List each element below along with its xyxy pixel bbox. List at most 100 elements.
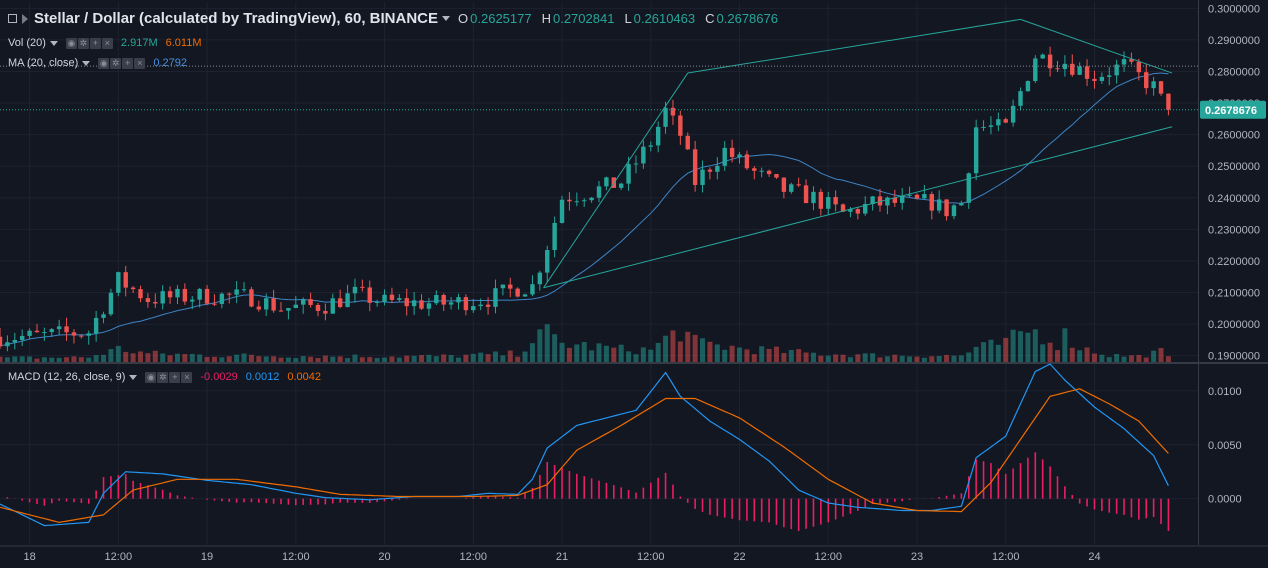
price-tick-label: 0.2900000 bbox=[1208, 35, 1260, 47]
signal-line bbox=[0, 388, 1169, 524]
volume-bar bbox=[995, 344, 1001, 362]
volume-bar bbox=[722, 349, 728, 362]
volume-bar bbox=[145, 353, 151, 362]
settings-icon[interactable]: ✲ bbox=[77, 37, 89, 49]
candle-body bbox=[537, 272, 543, 285]
candle-body bbox=[789, 184, 794, 192]
volume-bar bbox=[41, 357, 47, 362]
candle-body bbox=[1121, 59, 1127, 65]
remove-icon[interactable]: × bbox=[101, 37, 113, 49]
candle-body bbox=[352, 286, 358, 294]
candle-body bbox=[204, 288, 210, 304]
candle-body bbox=[922, 194, 927, 199]
candle-body bbox=[138, 289, 143, 299]
add-icon[interactable]: + bbox=[169, 371, 181, 383]
trend-line bbox=[543, 126, 1173, 289]
price-tick-label: 0.2600000 bbox=[1208, 130, 1260, 142]
candle-body bbox=[1055, 68, 1060, 70]
macd-dropdown-icon[interactable] bbox=[129, 374, 138, 380]
settings-icon[interactable]: ✲ bbox=[110, 57, 122, 69]
remove-icon[interactable]: × bbox=[134, 57, 146, 69]
macd-tick-label: 0.0000 bbox=[1208, 494, 1242, 506]
volume-bar bbox=[322, 355, 328, 362]
volume-dropdown-icon[interactable] bbox=[49, 40, 58, 46]
candle-body bbox=[241, 289, 247, 291]
macd-histogram bbox=[6, 452, 1170, 531]
candle-body bbox=[766, 170, 772, 175]
volume-bar bbox=[1128, 355, 1134, 362]
collapse-icon[interactable] bbox=[8, 14, 17, 23]
volume-bar bbox=[93, 355, 99, 362]
candle-body bbox=[323, 310, 328, 314]
volume-bar bbox=[241, 353, 247, 362]
volume-bar bbox=[389, 356, 395, 362]
candle-body bbox=[0, 336, 3, 347]
volume-bar bbox=[566, 347, 572, 362]
volume-bar bbox=[1165, 356, 1171, 362]
candle-body bbox=[389, 294, 395, 300]
volume-bar bbox=[263, 356, 269, 362]
eye-icon[interactable]: ◉ bbox=[65, 37, 77, 49]
volume-bar bbox=[855, 354, 861, 362]
volume-bar bbox=[603, 345, 609, 362]
volume-bar bbox=[1077, 350, 1083, 362]
volume-bar bbox=[892, 354, 898, 362]
volume-bar bbox=[56, 357, 62, 362]
volume-bar bbox=[729, 345, 735, 362]
candle-body bbox=[818, 191, 824, 209]
volume-bar bbox=[1099, 354, 1105, 362]
volume-bar bbox=[315, 358, 321, 362]
candle-body bbox=[1129, 59, 1134, 62]
time-axis: 18 12:00 19 12:00 20 12:00 21 12:00 22 12:00 23 12:… bbox=[23, 551, 1100, 563]
volume-bar bbox=[345, 358, 351, 362]
add-icon[interactable]: + bbox=[89, 37, 101, 49]
candle-body bbox=[5, 342, 10, 347]
candle-body bbox=[1084, 66, 1090, 79]
candle-body bbox=[944, 199, 949, 217]
candle-body bbox=[522, 294, 528, 297]
volume-bar bbox=[840, 354, 846, 362]
flag-icon[interactable] bbox=[22, 13, 28, 24]
volume-bar bbox=[152, 350, 158, 362]
symbol-title[interactable]: Stellar / Dollar (calculated by TradingV… bbox=[34, 10, 439, 27]
candle-body bbox=[397, 298, 402, 300]
volume-bar bbox=[374, 357, 380, 362]
volume-bar bbox=[714, 344, 720, 362]
volume-bar bbox=[101, 354, 107, 362]
candle-body bbox=[655, 126, 661, 146]
candle-body bbox=[589, 197, 594, 201]
candle-body bbox=[959, 202, 964, 206]
volume-bar bbox=[367, 357, 373, 362]
eye-icon[interactable]: ◉ bbox=[145, 371, 157, 383]
candle-body bbox=[1033, 58, 1038, 82]
candle-body bbox=[56, 326, 62, 330]
macd-label[interactable]: MACD (12, 26, close, 9) bbox=[8, 371, 126, 383]
volume-label[interactable]: Vol (20) bbox=[8, 37, 46, 49]
candle-body bbox=[167, 291, 173, 298]
candle-body bbox=[86, 333, 91, 336]
volume-bar bbox=[988, 339, 994, 362]
volume-bar bbox=[492, 351, 498, 362]
symbol-dropdown-icon[interactable] bbox=[442, 16, 451, 21]
volume-bar bbox=[330, 356, 336, 362]
volume-bar bbox=[1062, 328, 1068, 362]
volume-bar bbox=[1010, 329, 1016, 362]
ma-dropdown-icon[interactable] bbox=[82, 60, 91, 66]
eye-icon[interactable]: ◉ bbox=[98, 57, 110, 69]
volume-bar bbox=[485, 354, 491, 362]
ma-label[interactable]: MA (20, close) bbox=[8, 57, 79, 69]
candle-body bbox=[574, 201, 580, 203]
time-tick-label: 24 bbox=[1088, 551, 1100, 563]
candle-body bbox=[367, 287, 372, 303]
volume-bar bbox=[123, 351, 129, 362]
remove-icon[interactable]: × bbox=[181, 371, 193, 383]
candle-body bbox=[1166, 93, 1171, 110]
settings-icon[interactable]: ✲ bbox=[157, 371, 169, 383]
volume-bar bbox=[796, 349, 802, 362]
candle-body bbox=[604, 177, 609, 187]
volume-bar bbox=[818, 355, 824, 362]
volume-bar bbox=[115, 345, 121, 362]
candle-body bbox=[227, 293, 232, 295]
add-icon[interactable]: + bbox=[122, 57, 134, 69]
